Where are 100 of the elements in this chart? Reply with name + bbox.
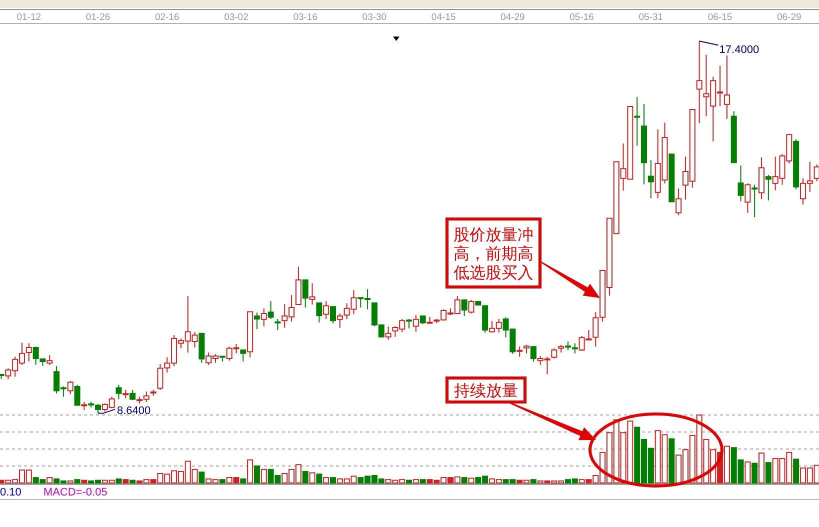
bar	[219, 479, 226, 484]
bar	[330, 477, 336, 484]
bar	[744, 461, 751, 484]
candlestick	[116, 384, 122, 400]
x-tick-label: 05-16	[570, 12, 594, 23]
candlestick	[730, 110, 737, 164]
x-tick-label: 03-02	[224, 12, 248, 23]
bar	[668, 438, 675, 484]
candlestick	[738, 165, 744, 202]
candlestick	[558, 344, 564, 354]
candlestick	[814, 164, 819, 182]
bar	[46, 477, 53, 484]
candlestick	[295, 266, 302, 306]
candlestick	[302, 279, 308, 308]
candlestick	[274, 318, 281, 331]
candlestick	[572, 342, 578, 354]
bar	[67, 480, 74, 484]
candlestick	[74, 384, 80, 406]
candlestick	[67, 380, 74, 395]
x-tick-label: 04-29	[500, 12, 525, 23]
candlestick	[758, 157, 765, 200]
candlestick	[482, 304, 488, 334]
candlestick	[219, 356, 226, 362]
x-tick-label: 06-15	[708, 12, 732, 23]
x-tick-label: 01-26	[86, 12, 110, 23]
candlestick	[268, 300, 274, 320]
bar	[323, 477, 330, 484]
bar	[122, 479, 129, 484]
bar	[752, 462, 758, 484]
x-tick-label: 05-31	[638, 12, 664, 23]
candlestick	[198, 332, 205, 364]
annotation: 17.4000	[719, 44, 760, 56]
bar	[74, 479, 80, 484]
candlestick	[130, 389, 136, 401]
bar	[309, 472, 316, 484]
text: 0.10	[0, 486, 22, 498]
candlestick	[412, 314, 419, 332]
annotation: 持续放量	[454, 382, 518, 400]
bar	[468, 478, 474, 484]
candlestick	[744, 182, 751, 214]
candlestick	[385, 326, 392, 340]
candlestick	[426, 316, 433, 324]
candlestick	[468, 299, 474, 314]
bar	[247, 459, 254, 484]
candlestick	[420, 316, 426, 325]
candlestick	[150, 389, 156, 396]
bar	[130, 480, 136, 484]
candlestick	[46, 354, 53, 366]
x-tick-label: 02-16	[154, 12, 180, 23]
candlestick	[530, 346, 536, 362]
bar	[240, 478, 246, 484]
candlestick	[309, 282, 316, 306]
candlestick	[247, 311, 254, 358]
bar	[530, 479, 536, 484]
candlestick	[793, 138, 800, 190]
candlestick	[336, 312, 343, 328]
candlestick	[260, 308, 267, 327]
candlestick	[724, 55, 730, 120]
candlestick	[641, 103, 648, 185]
bar	[765, 462, 772, 484]
candlestick	[765, 174, 772, 201]
bar	[116, 478, 122, 484]
candlestick	[254, 312, 260, 330]
candlestick	[696, 40, 702, 124]
bar	[420, 479, 426, 484]
bar	[758, 452, 765, 484]
candlestick	[676, 188, 682, 216]
x-tick-label: 03-16	[293, 12, 318, 23]
candlestick	[461, 299, 468, 316]
candlestick	[524, 344, 530, 354]
bar	[260, 468, 267, 484]
candlestick	[406, 318, 412, 329]
candlestick	[668, 154, 675, 202]
bar	[81, 480, 88, 484]
candlestick	[634, 96, 640, 146]
candlestick	[648, 160, 654, 199]
candlestick	[475, 301, 482, 306]
x-tick-label: 01-12	[16, 12, 42, 23]
bar	[406, 480, 412, 484]
candlestick	[551, 348, 558, 359]
candlestick	[323, 300, 330, 320]
candlestick	[240, 349, 246, 362]
bar	[254, 466, 260, 484]
candlestick	[330, 306, 336, 324]
bar	[412, 479, 419, 484]
annotation: 股价放量冲高，前期高低选股买入	[454, 226, 534, 282]
candlestick	[26, 342, 32, 362]
text: MACD=-0.05	[43, 486, 108, 498]
candlestick	[564, 340, 571, 350]
candlestick	[752, 184, 758, 218]
candlestick	[122, 389, 129, 399]
bar	[198, 472, 205, 484]
bar	[461, 477, 468, 484]
bar	[793, 458, 800, 484]
x-tick-label: 04-15	[431, 12, 456, 23]
candlestick	[81, 401, 88, 410]
x-tick-label: 06-29	[777, 12, 802, 23]
bar	[302, 470, 308, 484]
annotation: 8.6400	[117, 404, 151, 417]
bar	[316, 474, 322, 484]
